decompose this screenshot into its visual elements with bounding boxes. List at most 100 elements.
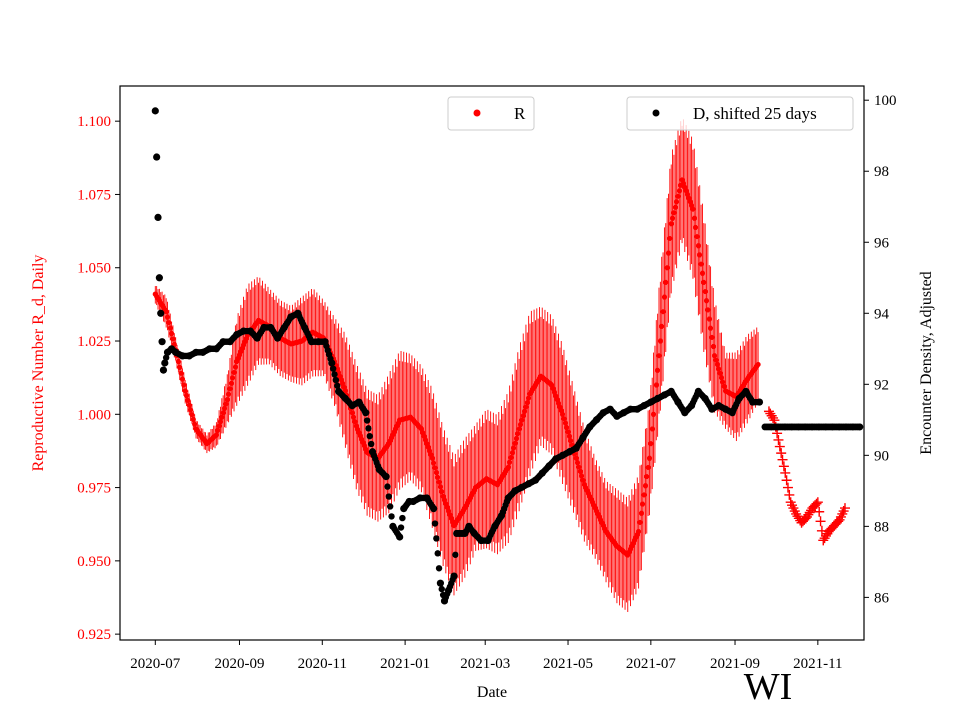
d-point <box>384 483 391 490</box>
left-y-tick-label: 1.000 <box>77 407 111 423</box>
r-point <box>521 408 528 414</box>
r-point <box>187 407 194 413</box>
r-point <box>660 309 666 315</box>
r-point <box>721 383 727 390</box>
r-point <box>511 445 517 451</box>
r-point <box>659 323 665 329</box>
left-y-axis-label: Reproductive Number R_d, Daily <box>30 255 47 472</box>
d-point <box>756 398 763 406</box>
r-point <box>508 454 514 461</box>
d-point <box>162 354 170 361</box>
r-projected-point <box>781 475 792 486</box>
r-point <box>667 235 673 242</box>
d-point <box>334 382 341 389</box>
legend-r-label: R <box>514 104 526 123</box>
d-projected-point <box>856 423 864 431</box>
left-y-axis: 0.925 0.950 0.975 1.000 1.025 1.050 1.075 1.100 <box>77 114 120 643</box>
right-y-tick-label: 100 <box>874 93 897 109</box>
x-tick-label: 2020-11 <box>298 656 347 672</box>
legend-d-box <box>626 96 854 131</box>
r-projected-point <box>778 461 789 472</box>
r-point <box>641 492 647 498</box>
r-point <box>697 252 703 258</box>
r-point <box>220 410 226 416</box>
r-point <box>669 215 676 221</box>
d-point <box>328 359 335 367</box>
r-point <box>665 250 672 256</box>
r-point <box>175 358 181 365</box>
r-point <box>435 474 441 480</box>
r-point <box>644 473 650 480</box>
d-point <box>152 107 159 115</box>
r-point <box>676 188 682 194</box>
left-y-tick-label: 1.025 <box>77 334 111 350</box>
r-point <box>653 382 659 388</box>
plot-area <box>151 107 864 612</box>
r-point <box>437 484 444 490</box>
legend-r-marker <box>473 109 481 117</box>
r-point <box>232 364 239 370</box>
r-point <box>661 294 668 300</box>
r-point <box>718 375 725 381</box>
r-projected-point <box>839 503 850 514</box>
r-point <box>352 419 358 425</box>
r-point <box>636 528 642 535</box>
r-point <box>674 199 680 205</box>
d-point <box>332 376 340 384</box>
r-point <box>226 391 232 397</box>
r-point <box>703 298 710 304</box>
d-point <box>434 550 441 557</box>
r-point <box>705 307 711 313</box>
right-y-tick-label: 98 <box>874 164 889 180</box>
r-point <box>215 427 221 434</box>
x-tick-label: 2020-07 <box>130 656 180 672</box>
x-axis-label: Date <box>477 684 507 701</box>
d-point <box>365 425 372 432</box>
r-projected-point <box>816 525 827 536</box>
left-y-tick-label: 0.925 <box>77 627 111 643</box>
x-tick-label: 2021-09 <box>710 656 760 672</box>
r-point <box>579 473 585 479</box>
r-point <box>755 361 761 368</box>
r-projected-point <box>777 454 788 465</box>
x-tick-label: 2021-05 <box>543 656 593 672</box>
r-point <box>349 410 355 416</box>
r-point <box>657 338 663 344</box>
r-point <box>350 414 357 420</box>
left-y-tick-label: 0.975 <box>77 481 111 497</box>
r-point <box>431 460 437 466</box>
r-point <box>231 369 237 376</box>
r-point <box>706 316 712 322</box>
left-y-tick-label: 1.050 <box>77 261 111 277</box>
r-projected-point <box>815 516 826 527</box>
r-point <box>223 401 229 407</box>
r-point <box>216 423 222 429</box>
r-point <box>519 417 525 423</box>
r-projected-point <box>776 448 787 459</box>
r-point <box>230 375 236 381</box>
r-point <box>524 399 530 406</box>
r-point <box>642 483 649 489</box>
r-point <box>429 455 435 461</box>
r-projected-point <box>773 434 784 445</box>
d-point <box>435 565 443 572</box>
r-projected-point <box>774 441 785 452</box>
r-point <box>671 210 677 216</box>
d-point <box>363 417 371 424</box>
d-point <box>157 310 164 317</box>
r-point <box>664 265 670 271</box>
r-point <box>650 411 657 417</box>
r-projected-point <box>814 506 825 517</box>
r-point <box>637 519 643 525</box>
r-projected-point <box>812 497 823 508</box>
r-point <box>219 414 225 420</box>
r-point <box>580 477 586 483</box>
d-point <box>331 371 338 378</box>
r-point <box>694 233 700 240</box>
r-point <box>179 376 186 382</box>
d-point <box>431 520 439 527</box>
r-point <box>224 397 230 403</box>
r-point <box>178 370 184 376</box>
r-point <box>192 421 198 427</box>
d-point <box>430 505 437 512</box>
